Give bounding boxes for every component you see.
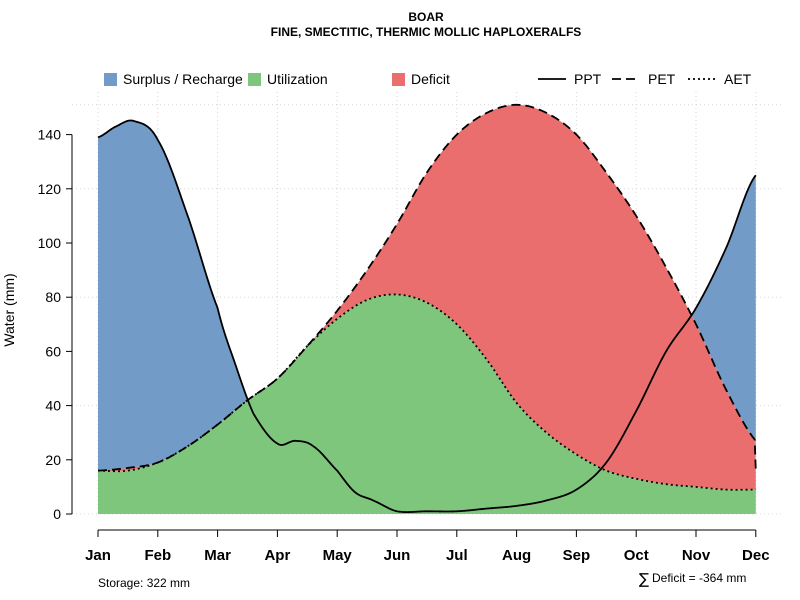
x-tick-label-jun: Jun [384, 547, 411, 564]
legend-swatch-surplus-recharge [104, 73, 117, 86]
series-line-ppt [97, 119, 757, 513]
x-tick-label-nov: Nov [682, 547, 711, 564]
legend-label-ppt: PPT [574, 71, 602, 87]
series-line-aet [97, 293, 756, 491]
x-tick-label-jan: Jan [85, 547, 111, 564]
legend-label-surplus-recharge: Surplus / Recharge [123, 71, 243, 87]
y-tick-label: 40 [45, 398, 61, 414]
legend-label-utilization: Utilization [267, 71, 328, 87]
x-tick-label-mar: Mar [204, 547, 231, 564]
y-axis-label: Water (mm) [1, 273, 17, 346]
legend-swatch-utilization [248, 73, 261, 86]
chart-title: BOAR [408, 10, 444, 24]
y-tick-label: 20 [45, 452, 61, 468]
y-tick-label: 80 [45, 289, 61, 305]
area-deficit [98, 104, 756, 490]
y-tick-label: 60 [45, 343, 61, 359]
legend-label-aet: AET [724, 71, 752, 87]
storage-note: Storage: 322 mm [98, 576, 190, 590]
y-tick-label: 0 [53, 506, 61, 522]
x-tick-label-may: May [323, 547, 353, 564]
x-tick-label-jul: Jul [446, 547, 468, 564]
x-tick-label-apr: Apr [264, 547, 290, 564]
chart-subtitle: FINE, SMECTITIC, THERMIC MOLLIC HAPLOXER… [271, 25, 582, 39]
series-lines [97, 103, 757, 513]
x-tick-label-sep: Sep [563, 547, 591, 564]
legend-label-deficit: Deficit [411, 71, 450, 87]
legend-swatch-deficit [392, 73, 405, 86]
deficit-note: Deficit = -364 mm [652, 571, 746, 585]
area-regions [98, 104, 756, 514]
y-tick-label: 100 [38, 235, 62, 251]
axes: 0 20 40 60 80 100 120 140 Jan Feb Mar Apr May Jun Jul A… [38, 127, 770, 564]
area-surplus-recharge [98, 104, 756, 471]
x-tick-label-dec: Dec [742, 547, 770, 564]
area-utilization [98, 294, 756, 514]
x-tick-label-feb: Feb [144, 547, 171, 564]
x-tick-label-oct: Oct [624, 547, 649, 564]
series-line-pet [97, 103, 757, 472]
sum-symbol: ∑ [639, 570, 649, 588]
y-tick-label: 120 [38, 181, 62, 197]
y-tick-label: 140 [38, 127, 62, 143]
legend-label-pet: PET [648, 71, 676, 87]
legend: Surplus / Recharge Utilization Deficit PPT P… [104, 71, 752, 87]
x-tick-label-aug: Aug [502, 547, 531, 564]
